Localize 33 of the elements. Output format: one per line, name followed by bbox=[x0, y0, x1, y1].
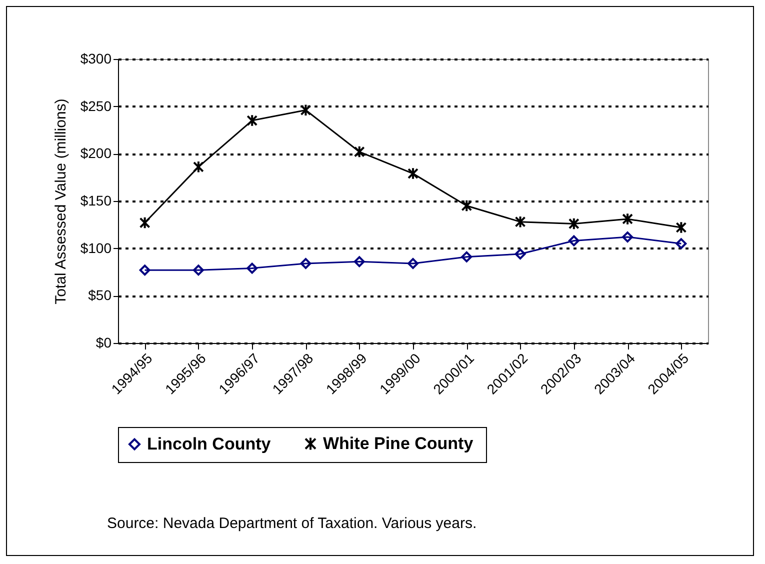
point bbox=[139, 264, 150, 276]
point bbox=[622, 212, 634, 226]
point bbox=[408, 167, 418, 180]
point bbox=[354, 256, 365, 268]
y-tick-label: $0 bbox=[96, 334, 112, 350]
point bbox=[676, 238, 687, 250]
legend-label: White Pine County bbox=[323, 434, 474, 453]
point bbox=[514, 215, 526, 228]
point bbox=[300, 258, 312, 269]
y-axis-title: Total Assessed Value (millions) bbox=[52, 98, 70, 304]
point bbox=[676, 221, 687, 234]
point bbox=[461, 251, 472, 262]
point bbox=[192, 264, 204, 276]
point bbox=[354, 145, 365, 158]
y-tick-label: $50 bbox=[88, 287, 112, 304]
y-tick-label: $150 bbox=[80, 192, 112, 208]
point bbox=[246, 262, 258, 274]
y-tick-label: $250 bbox=[80, 98, 112, 114]
legend-label: Lincoln County bbox=[147, 434, 272, 454]
point bbox=[139, 216, 150, 230]
point bbox=[568, 235, 580, 246]
y-tick-label: $200 bbox=[80, 145, 112, 162]
y-tick-label: $100 bbox=[80, 240, 112, 256]
source-note: Source: Nevada Department of Taxation. Various years. bbox=[107, 515, 477, 532]
point bbox=[246, 114, 258, 127]
point bbox=[300, 104, 312, 116]
y-tick-label: $300 bbox=[80, 50, 112, 66]
point bbox=[514, 248, 526, 260]
point bbox=[408, 258, 418, 269]
point bbox=[192, 160, 204, 174]
point bbox=[461, 199, 472, 212]
point bbox=[622, 232, 634, 242]
point bbox=[568, 217, 580, 230]
